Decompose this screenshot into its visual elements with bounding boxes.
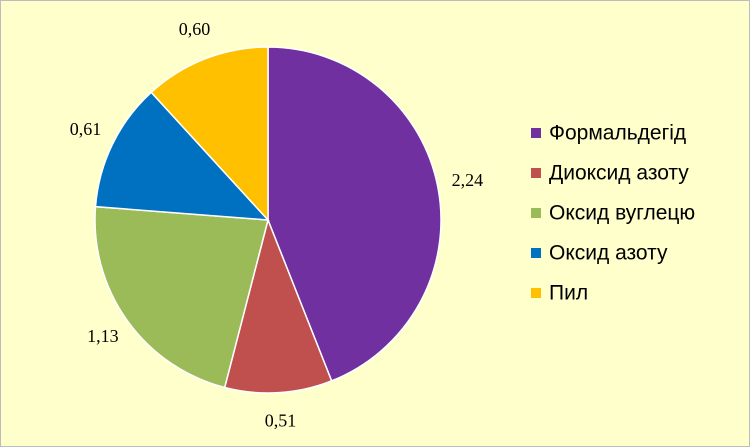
legend-label: Оксид азоту bbox=[549, 242, 668, 265]
pie-slice bbox=[94, 91, 270, 221]
legend-label: Диоксид азоту bbox=[549, 162, 689, 185]
data-label: 0,61 bbox=[70, 119, 102, 139]
pie-slice bbox=[267, 46, 442, 382]
pie-slice bbox=[223, 217, 333, 394]
legend-swatch bbox=[531, 248, 541, 258]
legend-swatch bbox=[531, 208, 541, 218]
data-label: 2,24 bbox=[452, 170, 484, 190]
data-label: 0,60 bbox=[179, 19, 211, 39]
pie-slice bbox=[94, 205, 269, 389]
legend-swatch bbox=[531, 128, 541, 138]
legend-label: Формальдегід bbox=[549, 122, 686, 145]
legend-swatch bbox=[531, 168, 541, 178]
legend-label: Пил bbox=[549, 282, 588, 305]
legend-swatch bbox=[531, 288, 541, 298]
data-label: 0,51 bbox=[265, 411, 297, 431]
data-label: 1,13 bbox=[87, 326, 119, 346]
legend-label: Оксид вуглецю bbox=[549, 202, 695, 225]
pie-slice bbox=[150, 46, 269, 222]
